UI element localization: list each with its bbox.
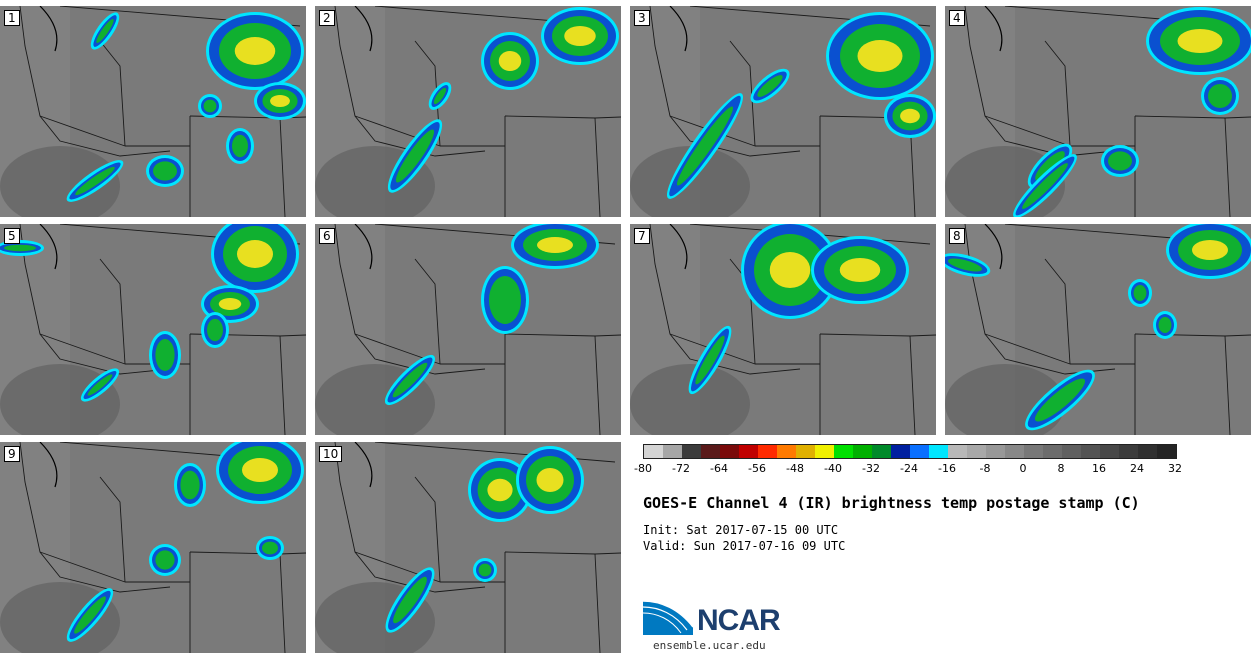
colorbar-tick-label: -48 [786,462,804,475]
colorbar-tick-label: -80 [634,462,652,475]
panel-number-label: 8 [949,228,965,244]
colorbar-swatch [910,445,929,458]
colorbar-tick-label: -72 [672,462,690,475]
panel-number-label: 5 [4,228,20,244]
panel-member-9: 9 [0,442,306,653]
colorbar-swatch [1157,445,1176,458]
colorbar-tick-label: 24 [1130,462,1144,475]
ncar-logo-icon [643,600,694,635]
colorbar-swatch [1081,445,1100,458]
map-icon [0,224,306,435]
colorbar-tick-label: -16 [938,462,956,475]
colorbar-swatch [815,445,834,458]
map-icon [0,442,306,653]
colorbar-swatch [1005,445,1024,458]
map-icon [315,224,621,435]
panel-number-label: 6 [319,228,335,244]
panel-member-10: 10 [315,442,621,653]
panel-number-label: 3 [634,10,650,26]
colorbar-tick-label: -8 [979,462,991,475]
site-url: ensemble.ucar.edu [653,639,766,652]
colorbar-tick-label: 32 [1168,462,1182,475]
colorbar-tick-label: 16 [1092,462,1106,475]
colorbar-tick-label: -56 [748,462,766,475]
panel-member-2: 2 [315,6,621,217]
map-icon [315,442,621,653]
colorbar-swatch [1119,445,1138,458]
colorbar-swatch [720,445,739,458]
panel-member-3: 3 [630,6,936,217]
panel-number-label: 1 [4,10,20,26]
colorbar-tick-label: -64 [710,462,728,475]
colorbar-swatch [777,445,796,458]
colorbar-swatch [682,445,701,458]
valid-time: Valid: Sun 2017-07-16 09 UTC [643,539,846,553]
panel-number-label: 10 [319,446,343,462]
panel-member-4: 4 [945,6,1251,217]
map-icon [945,224,1251,435]
colorbar-tick-label: 0 [1019,462,1027,475]
init-time: Init: Sat 2017-07-15 00 UTC [643,523,839,537]
panel-number-label: 2 [319,10,335,26]
colorbar-swatch [853,445,872,458]
colorbar-swatch [834,445,853,458]
panel-member-7: 7 [630,224,936,435]
panel-number-label: 9 [4,446,20,462]
colorbar-swatch [644,445,663,458]
map-icon [315,6,621,217]
colorbar-swatch [929,445,948,458]
colorbar-legend: -80 -72 -64 -56 -48 -40 -32 -24 -16 -8 0 8 16 24 32 [634,444,1182,475]
colorbar [643,444,1177,459]
logo-text: NCAR [697,604,781,637]
colorbar-swatch [758,445,777,458]
figure-title: GOES-E Channel 4 (IR) brightness temp po… [643,494,1140,512]
colorbar-swatch [948,445,967,458]
colorbar-swatch [739,445,758,458]
colorbar-swatch [663,445,682,458]
colorbar-tick-label: -24 [900,462,918,475]
map-icon [630,224,936,435]
colorbar-swatch [891,445,910,458]
panel-member-6: 6 [315,224,621,435]
colorbar-tick-label: 8 [1057,462,1065,475]
map-icon [0,6,306,217]
colorbar-swatch [1138,445,1157,458]
colorbar-swatch [701,445,720,458]
colorbar-swatch [1100,445,1119,458]
panel-number-label: 4 [949,10,965,26]
colorbar-swatch [796,445,815,458]
panel-member-5: 5 [0,224,306,435]
map-icon [945,6,1251,217]
colorbar-swatch [1062,445,1081,458]
panel-member-1: 1 [0,6,306,217]
colorbar-swatch [986,445,1005,458]
map-icon [630,6,936,217]
panel-member-8: 8 [945,224,1251,435]
colorbar-swatch [1043,445,1062,458]
colorbar-swatch [1024,445,1043,458]
colorbar-ticks: -80 -72 -64 -56 -48 -40 -32 -24 -16 -8 0 8 16 24 32 [634,459,1182,475]
colorbar-tick-label: -32 [862,462,880,475]
colorbar-swatch [967,445,986,458]
colorbar-tick-label: -40 [824,462,842,475]
colorbar-swatch [872,445,891,458]
panel-number-label: 7 [634,228,650,244]
